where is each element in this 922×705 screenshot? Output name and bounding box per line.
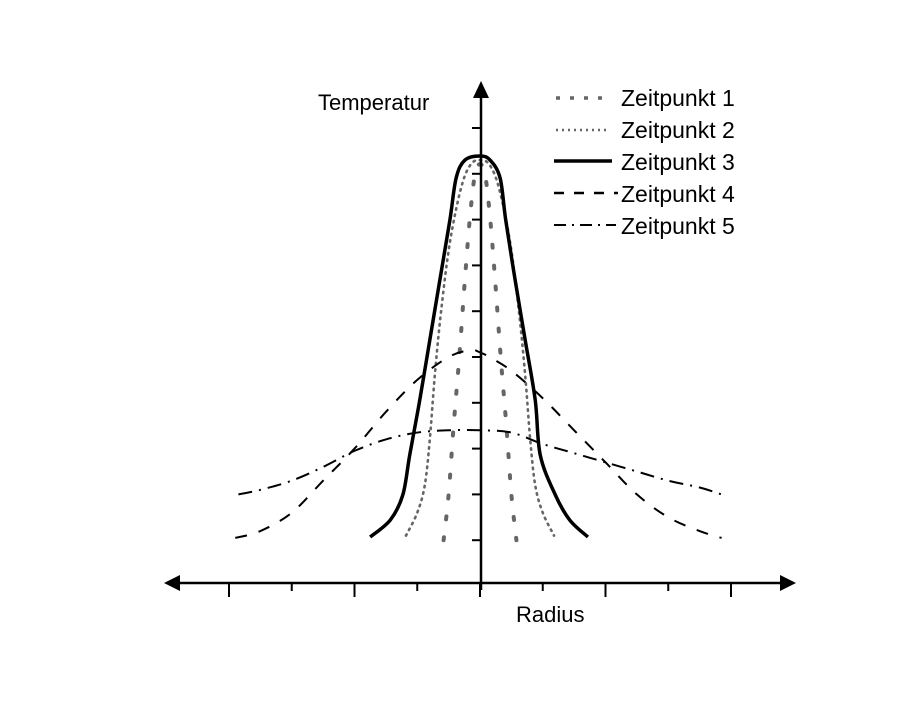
y-axis-arrow-icon xyxy=(473,81,489,98)
x-axis-left-arrow-icon xyxy=(164,575,180,591)
svg-text:Zeitpunkt 5: Zeitpunkt 5 xyxy=(621,213,735,239)
curve-zeitpunkt-4 xyxy=(235,348,722,539)
svg-text:Zeitpunkt 2: Zeitpunkt 2 xyxy=(621,117,735,143)
x-axis-label: Radius xyxy=(516,602,584,627)
svg-text:Zeitpunkt 1: Zeitpunkt 1 xyxy=(621,85,735,111)
legend-item-1: Zeitpunkt 1 xyxy=(556,85,735,111)
svg-text:Zeitpunkt 3: Zeitpunkt 3 xyxy=(621,149,735,175)
svg-text:Zeitpunkt 4: Zeitpunkt 4 xyxy=(621,181,735,207)
legend: Zeitpunkt 1 Zeitpunkt 2 Zeitpunkt 3 Zeit… xyxy=(554,85,735,239)
legend-item-3: Zeitpunkt 3 xyxy=(554,149,735,175)
legend-item-5: Zeitpunkt 5 xyxy=(554,213,735,239)
x-axis-right-arrow-icon xyxy=(780,575,796,591)
y-axis xyxy=(472,81,489,590)
legend-item-4: Zeitpunkt 4 xyxy=(554,181,735,207)
curve-zeitpunkt-3 xyxy=(369,154,590,539)
legend-item-2: Zeitpunkt 2 xyxy=(556,117,735,143)
y-axis-label: Temperatur xyxy=(318,90,429,115)
